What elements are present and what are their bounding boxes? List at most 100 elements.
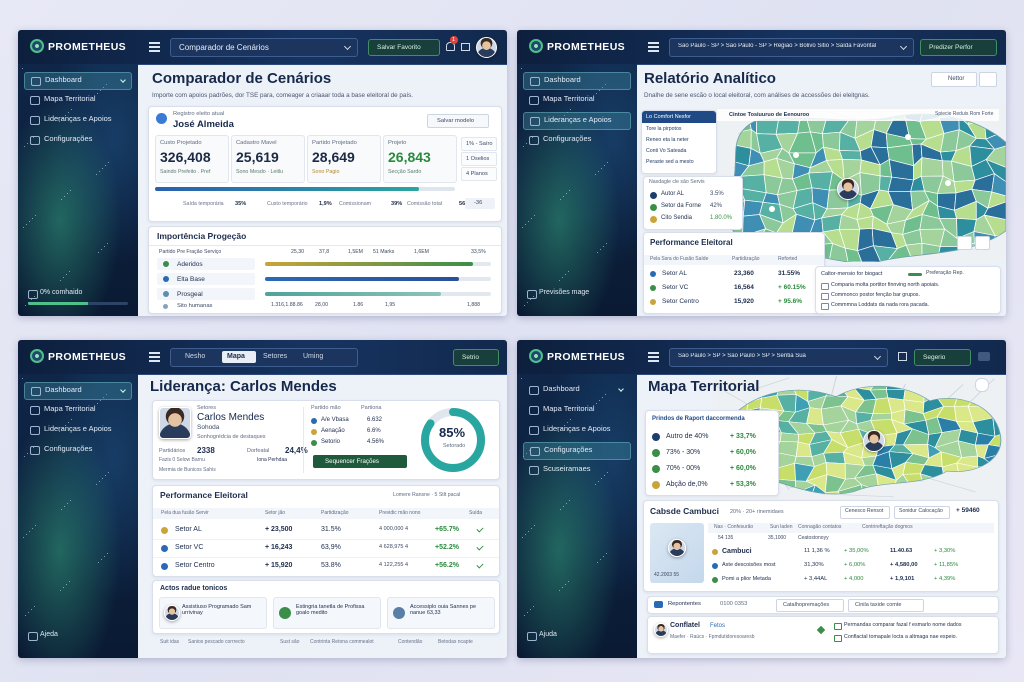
page-title: Mapa Territorial	[648, 378, 760, 395]
nav-item[interactable]: Mapa Territorial	[523, 92, 629, 108]
breadcrumb[interactable]: Comparador de Cenários	[170, 38, 358, 57]
table-head-cell: Partidização	[732, 256, 760, 262]
cta-text: Sequencer Frações	[325, 458, 379, 465]
mid-value: 6.6%	[367, 428, 381, 434]
summary-value: 1,9%	[319, 201, 332, 207]
star	[533, 606, 534, 607]
nav-item[interactable]: Configurações	[523, 132, 629, 148]
star	[600, 559, 601, 560]
save-button[interactable]: Salvar modelo	[427, 114, 489, 128]
row-name: Setor VC	[662, 284, 689, 291]
map-road	[748, 377, 790, 392]
row-divider	[153, 539, 499, 540]
star	[96, 484, 97, 485]
cta-button[interactable]: Sequencer Frações	[313, 455, 407, 468]
star	[27, 143, 28, 144]
map-region	[779, 432, 800, 443]
tab[interactable]: Mapa	[227, 353, 245, 360]
nav-item[interactable]: Dashboard	[24, 72, 132, 90]
star	[60, 280, 61, 281]
tab[interactable]: Uming	[303, 353, 324, 360]
row-value: + 35,00%	[844, 548, 869, 554]
star	[35, 215, 36, 216]
range-change: + 60,0%	[730, 465, 756, 472]
nav-label: Dashboard	[45, 75, 82, 84]
section-head: Partido Pre Fração Serviço	[159, 249, 222, 255]
action-button[interactable]: Setrio	[453, 349, 499, 366]
row-value: 63,9%	[321, 544, 341, 551]
nav-label: Mapa Territorial	[44, 404, 96, 413]
star	[26, 534, 27, 535]
sidebar: Dashboard Mapa Territorial Lideranças e Ap…	[18, 374, 138, 658]
table-head-cell: Pela dua fusão Servir	[161, 510, 209, 516]
sidebar: Dashboard Mapa Territorial Lideranças e Ap…	[517, 374, 637, 658]
action-item[interactable]: Assistiuso Programado Sam urrivinay	[159, 597, 267, 629]
breadcrumb[interactable]: São Paulo > SP > São Paulo > SP > Sentia…	[669, 348, 888, 367]
nav-item[interactable]: Dashboard	[523, 382, 629, 398]
nav-item[interactable]: Lideranças e Apoios	[24, 112, 130, 128]
action-item[interactable]: Accessiplo ouia Sannes pe nanue 63,33	[387, 597, 495, 629]
nav-item[interactable]: Mapa Territorial	[24, 402, 130, 418]
profile-line: Fazis 0 Selow Barnu	[159, 457, 205, 463]
donut-arc	[421, 408, 485, 472]
star	[35, 525, 36, 526]
star	[533, 296, 534, 297]
nav-item[interactable]: Lideranças e Apoios	[523, 112, 631, 130]
legend-value: 3.5%	[710, 191, 724, 197]
star	[23, 227, 24, 228]
footer-chip[interactable]: Catalhopremações	[776, 599, 844, 612]
screen-icon	[978, 352, 990, 361]
footer-chip[interactable]: Cinila taxide comte	[848, 599, 924, 612]
nav-item[interactable]: Configurações	[24, 442, 130, 458]
nav-item[interactable]: Lideranças e Apoios	[24, 422, 130, 438]
filter-button[interactable]: Nettor	[931, 72, 977, 87]
star	[527, 302, 528, 303]
avatar	[654, 623, 668, 637]
section-col: 37,8	[319, 249, 330, 255]
stat-box: Projeto 26,843 Secção Sardo	[383, 135, 457, 183]
nav-icon	[529, 136, 539, 145]
nav-item[interactable]: Dashboard	[24, 382, 132, 400]
nav-item[interactable]: Mapa Territorial	[523, 402, 629, 418]
option[interactable]: 1 Oselios	[461, 152, 497, 166]
profile-key: Partidários	[159, 448, 186, 454]
option[interactable]: 1% - Saíro	[461, 137, 497, 151]
action-button[interactable]: Salvar Favorito	[368, 39, 440, 56]
mid-name: Aenação	[321, 428, 345, 434]
star	[24, 456, 25, 457]
nav-item[interactable]: Configurações	[24, 132, 130, 148]
page-title: Relatório Analítico	[644, 70, 776, 87]
action-button[interactable]: Segerio	[914, 349, 971, 366]
map-region	[809, 484, 829, 495]
star	[103, 87, 104, 88]
tab[interactable]: Setores	[263, 353, 288, 360]
profile-label: Registro eleito atual	[173, 111, 225, 117]
star	[602, 87, 603, 88]
action-item[interactable]: Estingria tanetla de Profissa goalo medi…	[273, 597, 381, 629]
nav-item[interactable]: Mapa Territorial	[24, 92, 130, 108]
star	[22, 378, 23, 379]
table-head-cell: Nas · Confesurão	[714, 524, 754, 530]
option[interactable]: 4 Planos	[461, 167, 497, 181]
stat-value: 26,843	[388, 149, 431, 165]
star	[559, 280, 560, 281]
nav-label: Configurações	[544, 445, 593, 454]
stat-sub: Sono Pagio	[312, 169, 340, 175]
star	[61, 199, 62, 200]
nav-item[interactable]: Configurações	[523, 442, 631, 460]
nav-item[interactable]: Lideranças e Apoios	[523, 422, 629, 438]
star	[64, 506, 65, 507]
tab[interactable]: Nesho	[185, 353, 206, 360]
icon	[650, 271, 656, 277]
nav-item[interactable]: Dashboard	[523, 72, 631, 90]
star	[31, 299, 32, 300]
star	[603, 246, 604, 247]
star	[522, 537, 523, 538]
star	[607, 162, 608, 163]
action-button[interactable]: Predizer Perfor	[920, 39, 997, 56]
breadcrumb[interactable]: São Paulo - SP > São Paulo - SP > Região…	[669, 38, 914, 57]
nav-item[interactable]: Scuseiramaes	[523, 462, 629, 478]
icon	[156, 113, 167, 124]
range-label: Autro de 40%	[666, 433, 709, 440]
icon	[712, 549, 718, 555]
